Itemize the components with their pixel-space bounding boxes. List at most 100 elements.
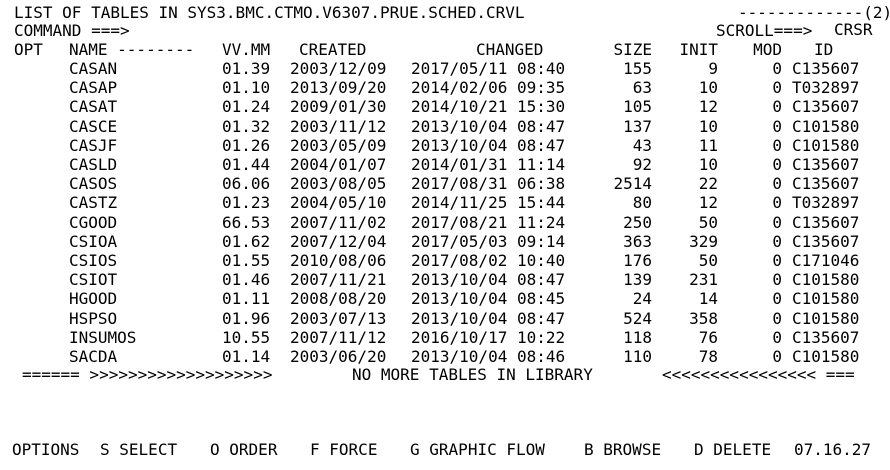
cell-vvmm: 01.23 (222, 193, 271, 213)
option-key: S (100, 440, 110, 459)
cell-init: 50 (698, 251, 718, 270)
cell-vvmm: 01.14 (222, 347, 271, 366)
cell-init: 78 (698, 347, 718, 366)
cell-name: CASAN (69, 59, 118, 78)
row-option-input[interactable] (12, 309, 52, 327)
cell-changed: 2014/01/31 11:14 (411, 155, 566, 174)
row-option-input[interactable] (12, 156, 52, 173)
cell-name: CASTZ (69, 193, 118, 213)
table-row[interactable]: CASOS 06.06 2003/08/05 2017/08/31 06:38 2514… (0, 174, 890, 193)
option-label: ORDER (229, 440, 278, 459)
option-key: B (584, 440, 594, 459)
cell-created: 2008/08/20 (290, 289, 387, 309)
table-row[interactable]: CASAP 01.10 2013/09/20 2014/02/06 09:35 63 10… (0, 78, 890, 97)
row-option-input[interactable] (12, 271, 52, 289)
cell-name: CASJF (69, 135, 118, 155)
cell-size: 24 (632, 289, 652, 309)
row-option-input[interactable] (12, 79, 52, 97)
cell-created: 2007/11/21 (290, 270, 387, 290)
row-option-input[interactable] (12, 175, 52, 193)
cell-mod: 0 (772, 135, 782, 155)
cell-changed: 2014/11/25 15:44 (411, 193, 566, 213)
cell-init: 231 (689, 270, 718, 290)
row-option-input[interactable] (12, 232, 52, 250)
option-key: O (210, 440, 220, 459)
row-option-input[interactable] (12, 290, 52, 308)
row-option-input[interactable] (12, 194, 52, 212)
option-force[interactable]: F FORCE (310, 440, 377, 459)
cell-vvmm: 01.39 (222, 59, 271, 78)
table-row[interactable]: HGOOD 01.11 2008/08/20 2013/10/04 08:45 24 14… (0, 289, 890, 308)
cell-created: 2009/01/30 (290, 97, 387, 117)
row-option-input[interactable] (12, 252, 52, 269)
cell-changed: 2014/10/21 15:30 (411, 97, 566, 117)
col-id: ID (814, 40, 834, 59)
cell-size: 2514 (613, 174, 652, 194)
cell-name: HSPSO (69, 308, 118, 328)
cell-created: 2004/05/10 (290, 193, 387, 213)
cell-vvmm: 66.53 (222, 212, 271, 232)
scroll-input[interactable] (834, 21, 886, 38)
table-row[interactable]: CASJF 01.26 2003/05/09 2013/10/04 08:47 43 11… (0, 136, 890, 155)
row-option-input[interactable] (12, 213, 52, 231)
row-option-input[interactable] (12, 136, 52, 154)
cell-created: 2003/07/13 (290, 308, 387, 328)
cell-size: 43 (632, 135, 652, 155)
cell-changed: 2013/10/04 08:47 (411, 308, 566, 328)
table-row[interactable]: SACDA 01.14 2003/06/20 2013/10/04 08:46 110 7… (0, 347, 890, 366)
cell-name: CASLD (69, 155, 118, 174)
cell-init: 12 (698, 193, 718, 213)
cell-name: INSUMOS (69, 327, 137, 347)
cell-mod: 0 (772, 155, 782, 174)
option-browse[interactable]: B BROWSE (584, 440, 661, 459)
table-row[interactable]: CASAN 01.39 2003/12/09 2017/05/11 08:40 155 9… (0, 59, 890, 78)
cell-size: 250 (623, 212, 652, 232)
cell-size: 110 (623, 347, 652, 366)
cell-id: T032897 (792, 78, 860, 98)
cell-id: C135607 (792, 212, 860, 232)
row-option-input[interactable] (12, 60, 52, 77)
command-input[interactable] (124, 21, 374, 38)
table-row[interactable]: CASTZ 01.23 2004/05/10 2014/11/25 15:44 80 12… (0, 193, 890, 212)
cell-init: 10 (698, 116, 718, 136)
table-row[interactable]: CASCE 01.32 2003/11/12 2013/10/04 08:47 137 1… (0, 117, 890, 136)
table-row[interactable]: CASAT 01.24 2009/01/30 2014/10/21 15:30 105 1… (0, 97, 890, 116)
cell-id: C101580 (792, 289, 860, 309)
col-mod: MOD (753, 40, 782, 59)
cell-init: 22 (698, 174, 718, 194)
options-label: OPTIONS (12, 440, 80, 459)
table-row[interactable]: INSUMOS 10.55 2007/11/12 2016/10/17 10:22 11… (0, 328, 890, 347)
table-row[interactable]: CSIOS 01.55 2010/08/06 2017/08/02 10:40 176 5… (0, 251, 890, 270)
cell-created: 2003/08/05 (290, 174, 387, 194)
table-row[interactable]: CSIOA 01.62 2007/12/04 2017/05/03 09:14 363 3… (0, 232, 890, 251)
cell-changed: 2013/10/04 08:45 (411, 289, 566, 309)
cell-id: C135607 (792, 231, 860, 251)
table-row[interactable]: HSPSO 01.96 2003/07/13 2013/10/04 08:47 524 3… (0, 309, 890, 328)
row-option-input[interactable] (12, 117, 52, 135)
cell-size: 92 (632, 155, 652, 174)
cell-changed: 2017/05/11 08:40 (411, 59, 566, 78)
cell-size: 524 (623, 308, 652, 328)
cell-mod: 0 (772, 212, 782, 232)
cell-created: 2003/12/09 (290, 59, 387, 78)
cell-name: CSIOS (69, 251, 118, 270)
cell-changed: 2017/08/02 10:40 (411, 251, 566, 270)
row-option-input[interactable] (12, 348, 52, 365)
cell-mod: 0 (772, 251, 782, 270)
table-row[interactable]: CASLD 01.44 2004/01/07 2014/01/31 11:14 92 10… (0, 155, 890, 174)
option-select[interactable]: S SELECT (100, 440, 177, 459)
cell-created: 2007/11/12 (290, 327, 387, 347)
option-graphic-flow[interactable]: G GRAPHIC FLOW (410, 440, 545, 459)
option-order[interactable]: O ORDER (210, 440, 277, 459)
cell-init: 14 (698, 289, 718, 309)
cell-id: C101580 (792, 270, 860, 290)
table-row[interactable]: CGOOD 66.53 2007/11/02 2017/08/21 11:24 250 5… (0, 213, 890, 232)
cell-size: 139 (623, 270, 652, 290)
table-row[interactable]: CSIOT 01.46 2007/11/21 2013/10/04 08:47 139 2… (0, 270, 890, 289)
clock-time: 07.16.27 (794, 440, 872, 459)
row-option-input[interactable] (12, 98, 52, 116)
option-delete[interactable]: D DELETE (694, 440, 771, 459)
col-opt: OPT (14, 40, 43, 59)
cell-size: 137 (623, 116, 652, 136)
row-option-input[interactable] (12, 328, 52, 346)
